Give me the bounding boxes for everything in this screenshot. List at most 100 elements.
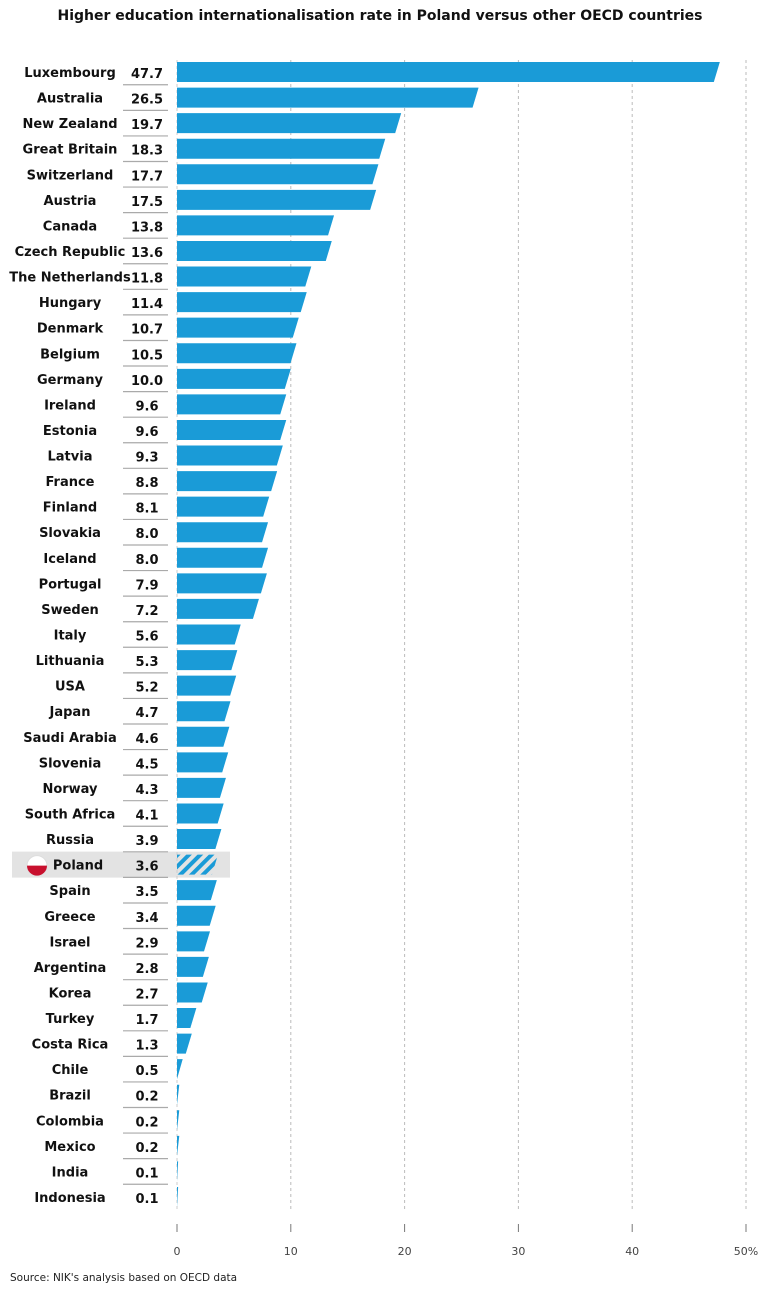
value-label: 2.8 xyxy=(135,962,158,977)
bar-mexico xyxy=(177,1135,180,1156)
bar-the-netherlands xyxy=(177,266,312,287)
x-tick-label: 10 xyxy=(284,1245,298,1258)
category-label: Japan xyxy=(49,705,91,720)
value-label: 18.3 xyxy=(131,144,163,159)
value-label: 0.1 xyxy=(135,1166,158,1181)
category-label: Norway xyxy=(42,782,98,797)
category-label: Brazil xyxy=(49,1089,91,1104)
bar-poland xyxy=(177,854,218,875)
value-label: 8.8 xyxy=(135,476,158,491)
bar-russia xyxy=(177,829,222,850)
category-label: Luxembourg xyxy=(24,66,116,81)
category-label: France xyxy=(45,475,94,490)
category-label: Colombia xyxy=(36,1114,104,1129)
value-label: 9.6 xyxy=(135,425,158,440)
category-label: Argentina xyxy=(34,961,107,976)
category-label: Russia xyxy=(46,833,94,848)
value-label: 8.1 xyxy=(135,502,158,517)
category-label: Estonia xyxy=(43,424,97,439)
category-label: Slovenia xyxy=(39,756,102,771)
value-label: 7.2 xyxy=(135,604,158,619)
bar-saudi-arabia xyxy=(177,726,230,747)
bar-sweden xyxy=(177,598,259,619)
bar-iceland xyxy=(177,547,269,568)
category-label: Saudi Arabia xyxy=(23,731,116,746)
category-label: Slovakia xyxy=(39,526,101,541)
bar-denmark xyxy=(177,317,299,338)
value-label: 2.9 xyxy=(135,936,158,951)
value-label: 1.3 xyxy=(135,1039,158,1054)
bar-greece xyxy=(177,905,216,926)
bar-new-zealand xyxy=(177,113,402,134)
category-label: Iceland xyxy=(43,552,96,567)
bar-japan xyxy=(177,701,231,722)
value-label: 0.5 xyxy=(135,1064,158,1079)
bar-france xyxy=(177,471,278,492)
bar-switzerland xyxy=(177,164,379,185)
bar-brazil xyxy=(177,1084,180,1105)
bar-canada xyxy=(177,215,335,236)
category-label: Italy xyxy=(54,629,87,644)
bar-south-africa xyxy=(177,803,224,824)
bar-indonesia xyxy=(177,1187,179,1207)
value-label: 47.7 xyxy=(131,67,163,82)
value-label: 5.6 xyxy=(135,630,158,645)
bar-great-britain xyxy=(177,138,386,159)
value-label: 11.8 xyxy=(131,272,163,287)
bar-colombia xyxy=(177,1110,180,1131)
bar-germany xyxy=(177,368,291,389)
bar-czech-republic xyxy=(177,240,332,261)
bar-india xyxy=(177,1161,179,1182)
category-label: The Netherlands xyxy=(9,271,131,286)
category-label: Belgium xyxy=(40,347,100,362)
category-label: Great Britain xyxy=(23,143,118,158)
bar-israel xyxy=(177,931,211,952)
bar-portugal xyxy=(177,573,267,594)
value-label: 19.7 xyxy=(131,118,163,133)
category-label: Switzerland xyxy=(27,168,114,183)
x-tick-label: 0 xyxy=(174,1245,181,1258)
x-tick-label: 50% xyxy=(734,1245,758,1258)
category-label: Poland xyxy=(53,859,103,874)
value-label: 9.3 xyxy=(135,451,158,466)
value-label: 0.2 xyxy=(135,1090,158,1105)
category-label: Mexico xyxy=(44,1140,95,1155)
value-label: 3.5 xyxy=(135,885,158,900)
value-label: 8.0 xyxy=(135,553,158,568)
category-label: Sweden xyxy=(41,603,99,618)
category-label: Hungary xyxy=(39,296,102,311)
bar-slovakia xyxy=(177,522,269,543)
category-label: Finland xyxy=(43,501,97,516)
bar-lithuania xyxy=(177,650,238,671)
bar-spain xyxy=(177,880,217,901)
bar-norway xyxy=(177,777,226,798)
chart-title: Higher education internationalisation ra… xyxy=(57,8,703,24)
category-label: India xyxy=(52,1165,89,1180)
bar-belgium xyxy=(177,343,297,364)
bar-hungary xyxy=(177,292,307,313)
bar-latvia xyxy=(177,445,283,466)
value-label: 4.6 xyxy=(135,732,158,747)
category-label: Czech Republic xyxy=(15,245,126,260)
value-label: 3.6 xyxy=(135,860,158,875)
value-label: 4.7 xyxy=(135,706,158,721)
value-label: 4.5 xyxy=(135,757,158,772)
value-label: 26.5 xyxy=(131,93,163,108)
category-label: Canada xyxy=(43,219,97,234)
value-label: 5.2 xyxy=(135,681,158,696)
category-label: Chile xyxy=(52,1063,89,1078)
poland-flag-red-half xyxy=(27,865,47,876)
category-label: Denmark xyxy=(37,322,104,337)
value-label: 17.5 xyxy=(131,195,163,210)
category-label: Indonesia xyxy=(34,1191,105,1206)
bar-chile xyxy=(177,1059,183,1080)
category-label: South Africa xyxy=(25,807,116,822)
category-label: New Zealand xyxy=(22,117,117,132)
x-tick-label: 40 xyxy=(625,1245,639,1258)
category-label: Australia xyxy=(37,92,103,107)
category-label: USA xyxy=(55,680,85,695)
category-label: Israel xyxy=(49,935,90,950)
category-label: Spain xyxy=(49,884,90,899)
category-label: Germany xyxy=(37,373,103,388)
